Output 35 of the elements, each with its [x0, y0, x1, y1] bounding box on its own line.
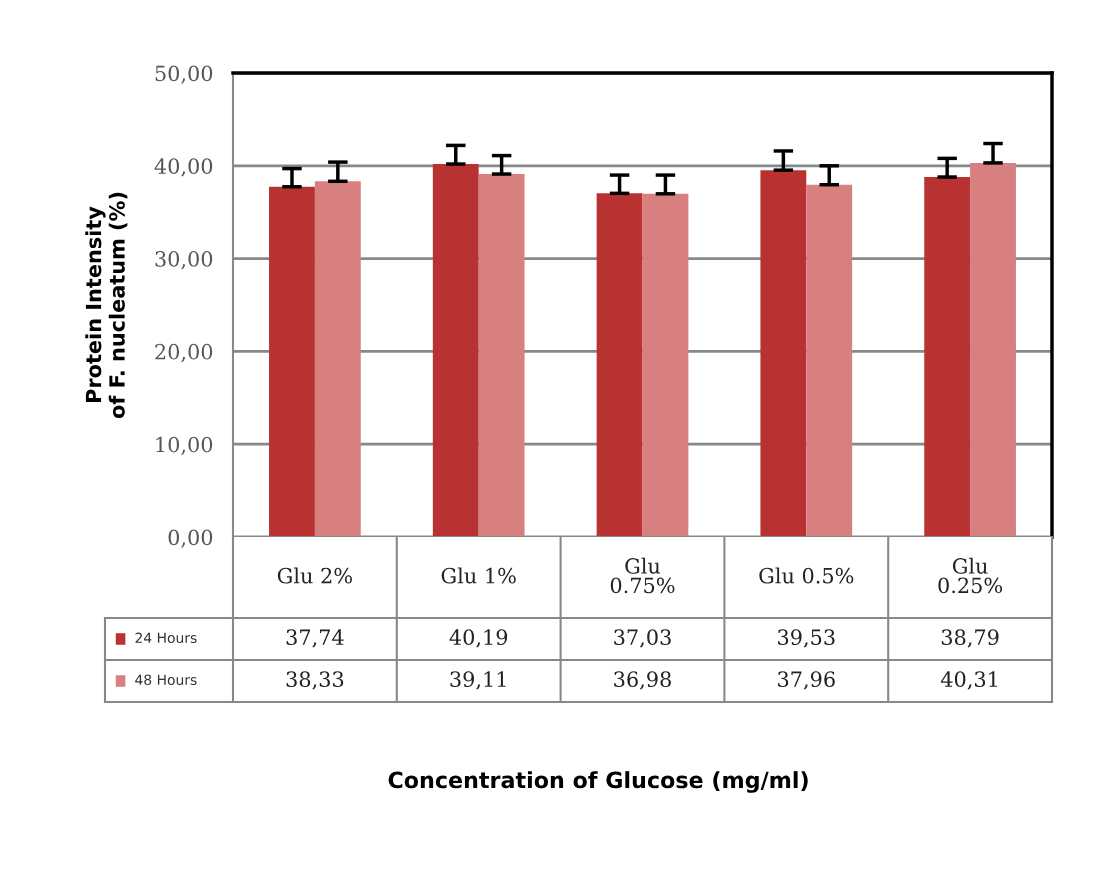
- bar: [432, 164, 479, 537]
- data-label: 37,74: [286, 629, 344, 648]
- data-label: 37,03: [614, 629, 671, 648]
- legend-label: 48 Hours: [135, 674, 197, 686]
- y-tick-label: 40,00: [154, 158, 213, 177]
- bar: [314, 181, 361, 537]
- y-tick-label: 0,00: [168, 529, 213, 548]
- data-label: 37,96: [778, 671, 835, 690]
- y-tick-label: 30,00: [155, 251, 213, 270]
- y-axis-title: Protein Intensity of F. nucleatum (%): [85, 192, 128, 419]
- x-tick-label: Glu 0.75%: [610, 557, 675, 594]
- x-tick-label: Glu 1%: [441, 567, 516, 584]
- x-tick-label: Glu 0.25%: [938, 557, 1003, 594]
- y-tick-label: 20,00: [155, 343, 213, 363]
- x-tick-label: Glu 0.5%: [759, 567, 854, 584]
- data-label: 40,19: [449, 629, 508, 648]
- bar: [806, 184, 853, 537]
- bar: [478, 174, 525, 537]
- data-label: 40,31: [940, 671, 997, 690]
- y-tick-label: 50,00: [155, 65, 213, 84]
- bar: [642, 193, 689, 537]
- data-label: 39,11: [450, 671, 506, 690]
- bar: [924, 177, 971, 537]
- data-label: 36,98: [614, 671, 671, 690]
- text: Concentration of Glucose (mg/ml): [388, 771, 808, 793]
- data-label: 39,53: [778, 629, 835, 648]
- data-label: 38,79: [941, 629, 999, 648]
- y-tick-label: 10,00: [156, 436, 213, 455]
- bar: [970, 162, 1016, 537]
- bar: [760, 170, 807, 537]
- legend-label: 24 Hours: [135, 632, 197, 644]
- data-label: 38,33: [286, 671, 344, 690]
- bar: [269, 186, 315, 537]
- bar: [596, 193, 643, 537]
- x-tick-label: Glu 2%: [277, 567, 352, 584]
